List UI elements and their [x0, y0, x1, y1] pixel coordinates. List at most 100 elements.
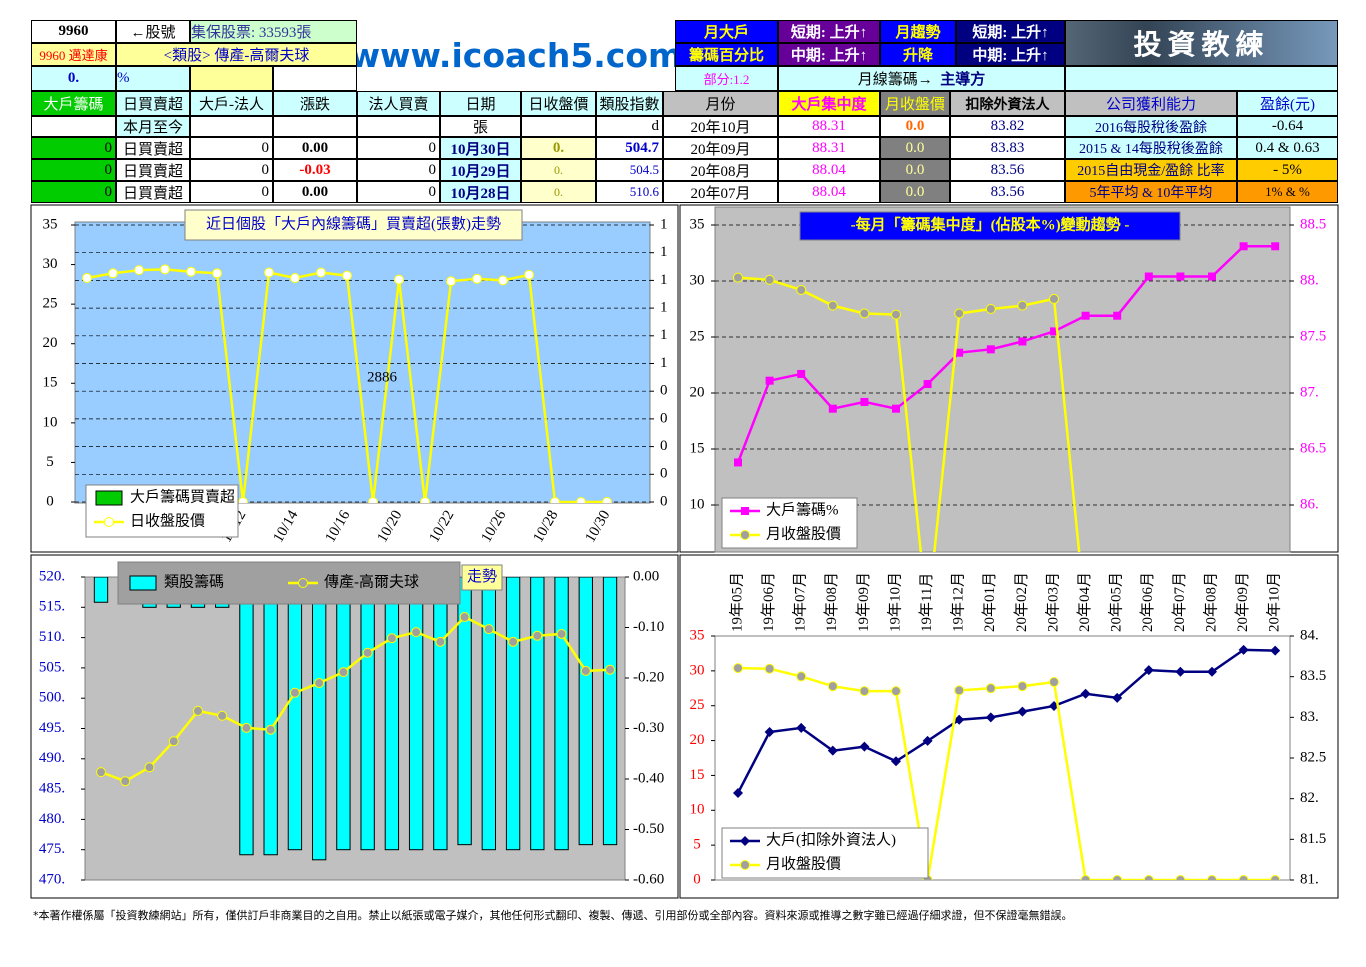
- marker: [524, 269, 534, 280]
- table-cell: 0.00: [273, 137, 357, 159]
- y-tick-label: 10: [690, 496, 705, 512]
- marker: [446, 276, 456, 287]
- monthly-chip: 月線籌碼→ 主導方: [778, 66, 1065, 91]
- table-cell: 0.0: [880, 137, 950, 159]
- marker: [1144, 272, 1153, 281]
- table-cell: 10月29日: [440, 159, 521, 181]
- y2-tick-label: -0.50: [633, 821, 664, 837]
- line: [737, 276, 1081, 552]
- table-cell: [357, 116, 440, 137]
- y-tick-label: 5: [46, 454, 54, 470]
- title-box: [799, 211, 1181, 241]
- table-cell: 0.4 & 0.63: [1237, 137, 1338, 159]
- table-cell: 0: [357, 181, 440, 203]
- y2-tick-label: 0: [660, 493, 668, 509]
- marker: [420, 497, 430, 503]
- y-tick-label: 510.: [39, 629, 65, 645]
- table-cell: 1% & %: [1237, 181, 1338, 203]
- legend-marker: [741, 507, 749, 515]
- x-tick-label: 19年09月: [855, 572, 872, 632]
- y-tick-label: 0: [46, 493, 54, 509]
- y-tick-label: 25: [690, 328, 705, 344]
- table-cell: 510.6: [596, 181, 663, 203]
- column-header: 公司獲利能力: [1065, 91, 1237, 116]
- y2-tick-label: 0: [660, 466, 668, 482]
- table-cell: 0.: [521, 159, 596, 181]
- y-tick-label: 0: [693, 871, 701, 887]
- marker: [605, 664, 616, 675]
- marker: [82, 273, 92, 284]
- table-cell: 83.83: [950, 137, 1065, 159]
- y-tick-label: 15: [43, 375, 58, 391]
- leader: 主導方: [940, 72, 986, 88]
- marker: [1112, 875, 1123, 880]
- y2-tick-label: -0.30: [633, 720, 664, 736]
- legend-marker: [740, 836, 750, 846]
- y-tick-label: 480.: [39, 811, 65, 827]
- plot-marks: [715, 224, 1290, 552]
- line: [736, 245, 1276, 463]
- y-tick-label: 470.: [39, 871, 65, 887]
- marker: [168, 736, 179, 747]
- table-cell: 本月至今: [116, 116, 190, 137]
- bar: [360, 577, 375, 851]
- table-cell: 0: [190, 159, 273, 181]
- marker: [985, 304, 996, 314]
- marker: [827, 300, 838, 311]
- y2-tick-label: 0: [660, 438, 668, 454]
- y-tick-label: 5: [693, 837, 701, 853]
- monthly-big: 月大戶: [675, 20, 778, 43]
- chart: 470. 475. 480. 485. 490. 495. 500. 505. 510. 515.…: [30, 554, 679, 899]
- chip-pct: 籌碼百分比: [675, 43, 778, 66]
- y2-tick-label: -0.40: [633, 770, 664, 786]
- y-tick-label: 20: [690, 732, 705, 748]
- legend-marker: [740, 530, 750, 540]
- column-header: 大戶籌碼: [31, 91, 116, 116]
- column-header: 日買賣超: [116, 91, 190, 116]
- y-tick-label: 20: [690, 384, 705, 400]
- marker: [1017, 706, 1028, 717]
- y2-tick-label: 86.: [1300, 496, 1319, 512]
- monthly-chip-label: 月線籌碼→: [857, 72, 933, 88]
- y2-tick-label: 82.: [1300, 790, 1319, 806]
- marker: [1143, 665, 1154, 676]
- column-header: 扣除外資法人: [950, 91, 1065, 116]
- x-tick-label: 20年07月: [1171, 572, 1188, 632]
- marker: [1175, 875, 1186, 880]
- legend-label: 類股籌碼: [164, 573, 224, 590]
- y2-tick-label: 86.5: [1300, 440, 1326, 456]
- y2-tick-label: -0.10: [633, 619, 664, 635]
- y2-tick-label: 84.: [1300, 627, 1319, 643]
- marker: [922, 735, 933, 746]
- short-term: 短期: 上升↑: [956, 20, 1065, 43]
- y-tick-label: 485.: [39, 781, 65, 797]
- marker: [764, 726, 775, 737]
- cell: [273, 66, 357, 91]
- marker: [212, 268, 222, 279]
- y2-tick-label: 88.5: [1300, 216, 1326, 232]
- rise-fall: 升降: [880, 43, 956, 66]
- marker: [1049, 677, 1059, 688]
- marker: [498, 275, 508, 286]
- y-tick-label: 35: [690, 627, 705, 643]
- monthly-trend: 月趨勢: [880, 20, 956, 43]
- x-tick-label: 20年10月: [1266, 572, 1283, 632]
- marker: [859, 686, 870, 697]
- marker: [550, 497, 560, 503]
- marker: [733, 663, 743, 674]
- y-tick-label: 30: [690, 662, 705, 678]
- table-cell: 0.00: [273, 181, 357, 203]
- marker: [954, 308, 965, 319]
- marker: [985, 683, 996, 694]
- table-cell: 88.04: [778, 159, 880, 181]
- table-cell: 張: [440, 116, 521, 137]
- marker: [796, 722, 807, 733]
- legend-label: 大戶(扣除外資法人): [766, 831, 896, 848]
- marker: [827, 681, 838, 692]
- table-cell: 83.56: [950, 181, 1065, 203]
- table-cell: 日買賣超: [116, 181, 190, 203]
- table-cell: 504.7: [596, 137, 663, 159]
- y2-tick-label: 87.: [1300, 384, 1319, 400]
- marker: [342, 270, 352, 281]
- y-tick-label: 20: [43, 335, 58, 351]
